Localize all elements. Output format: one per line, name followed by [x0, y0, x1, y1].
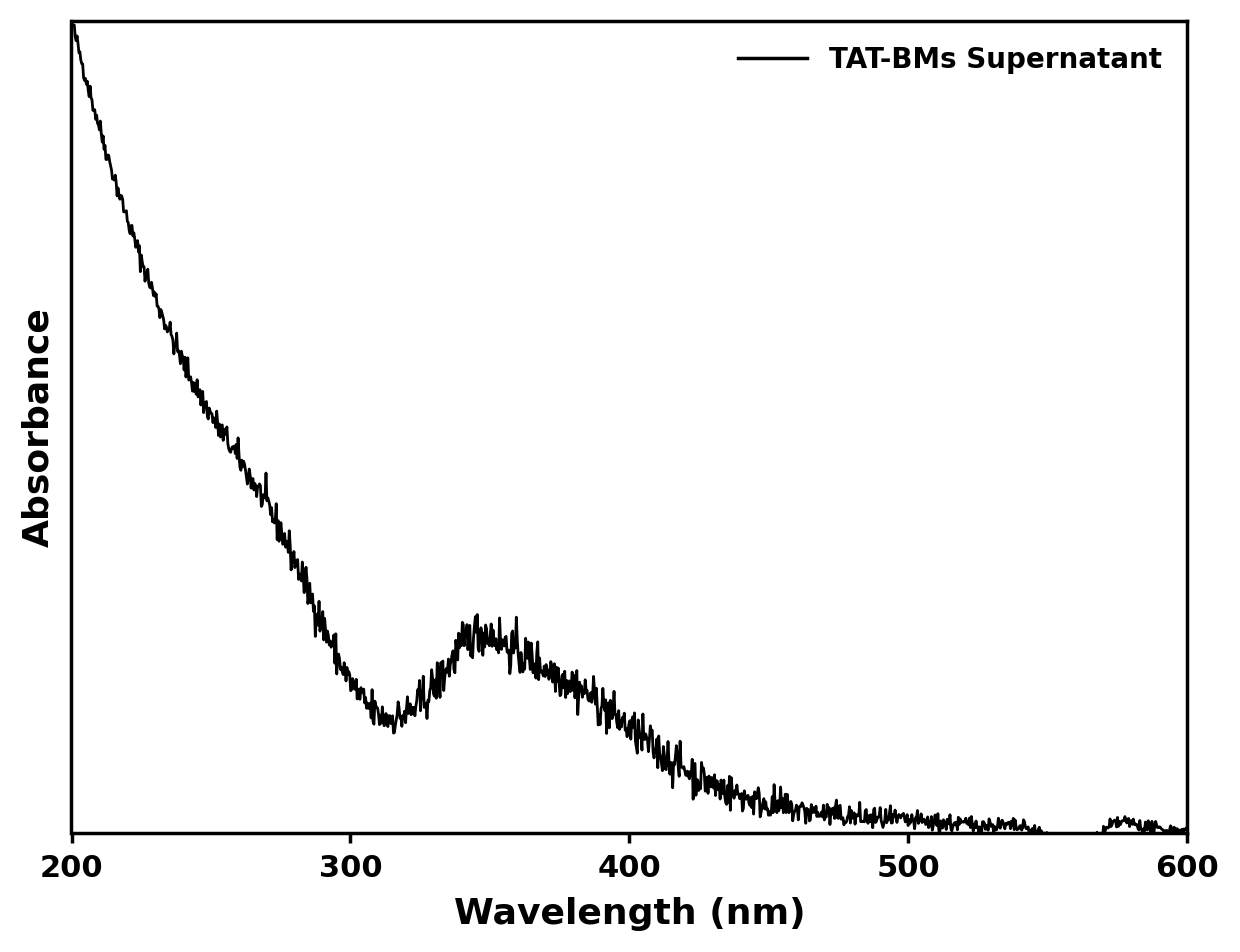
Legend: TAT-BMs Supernatant: TAT-BMs Supernatant — [727, 34, 1173, 85]
Y-axis label: Absorbance: Absorbance — [21, 307, 55, 547]
X-axis label: Wavelength (nm): Wavelength (nm) — [454, 897, 805, 931]
